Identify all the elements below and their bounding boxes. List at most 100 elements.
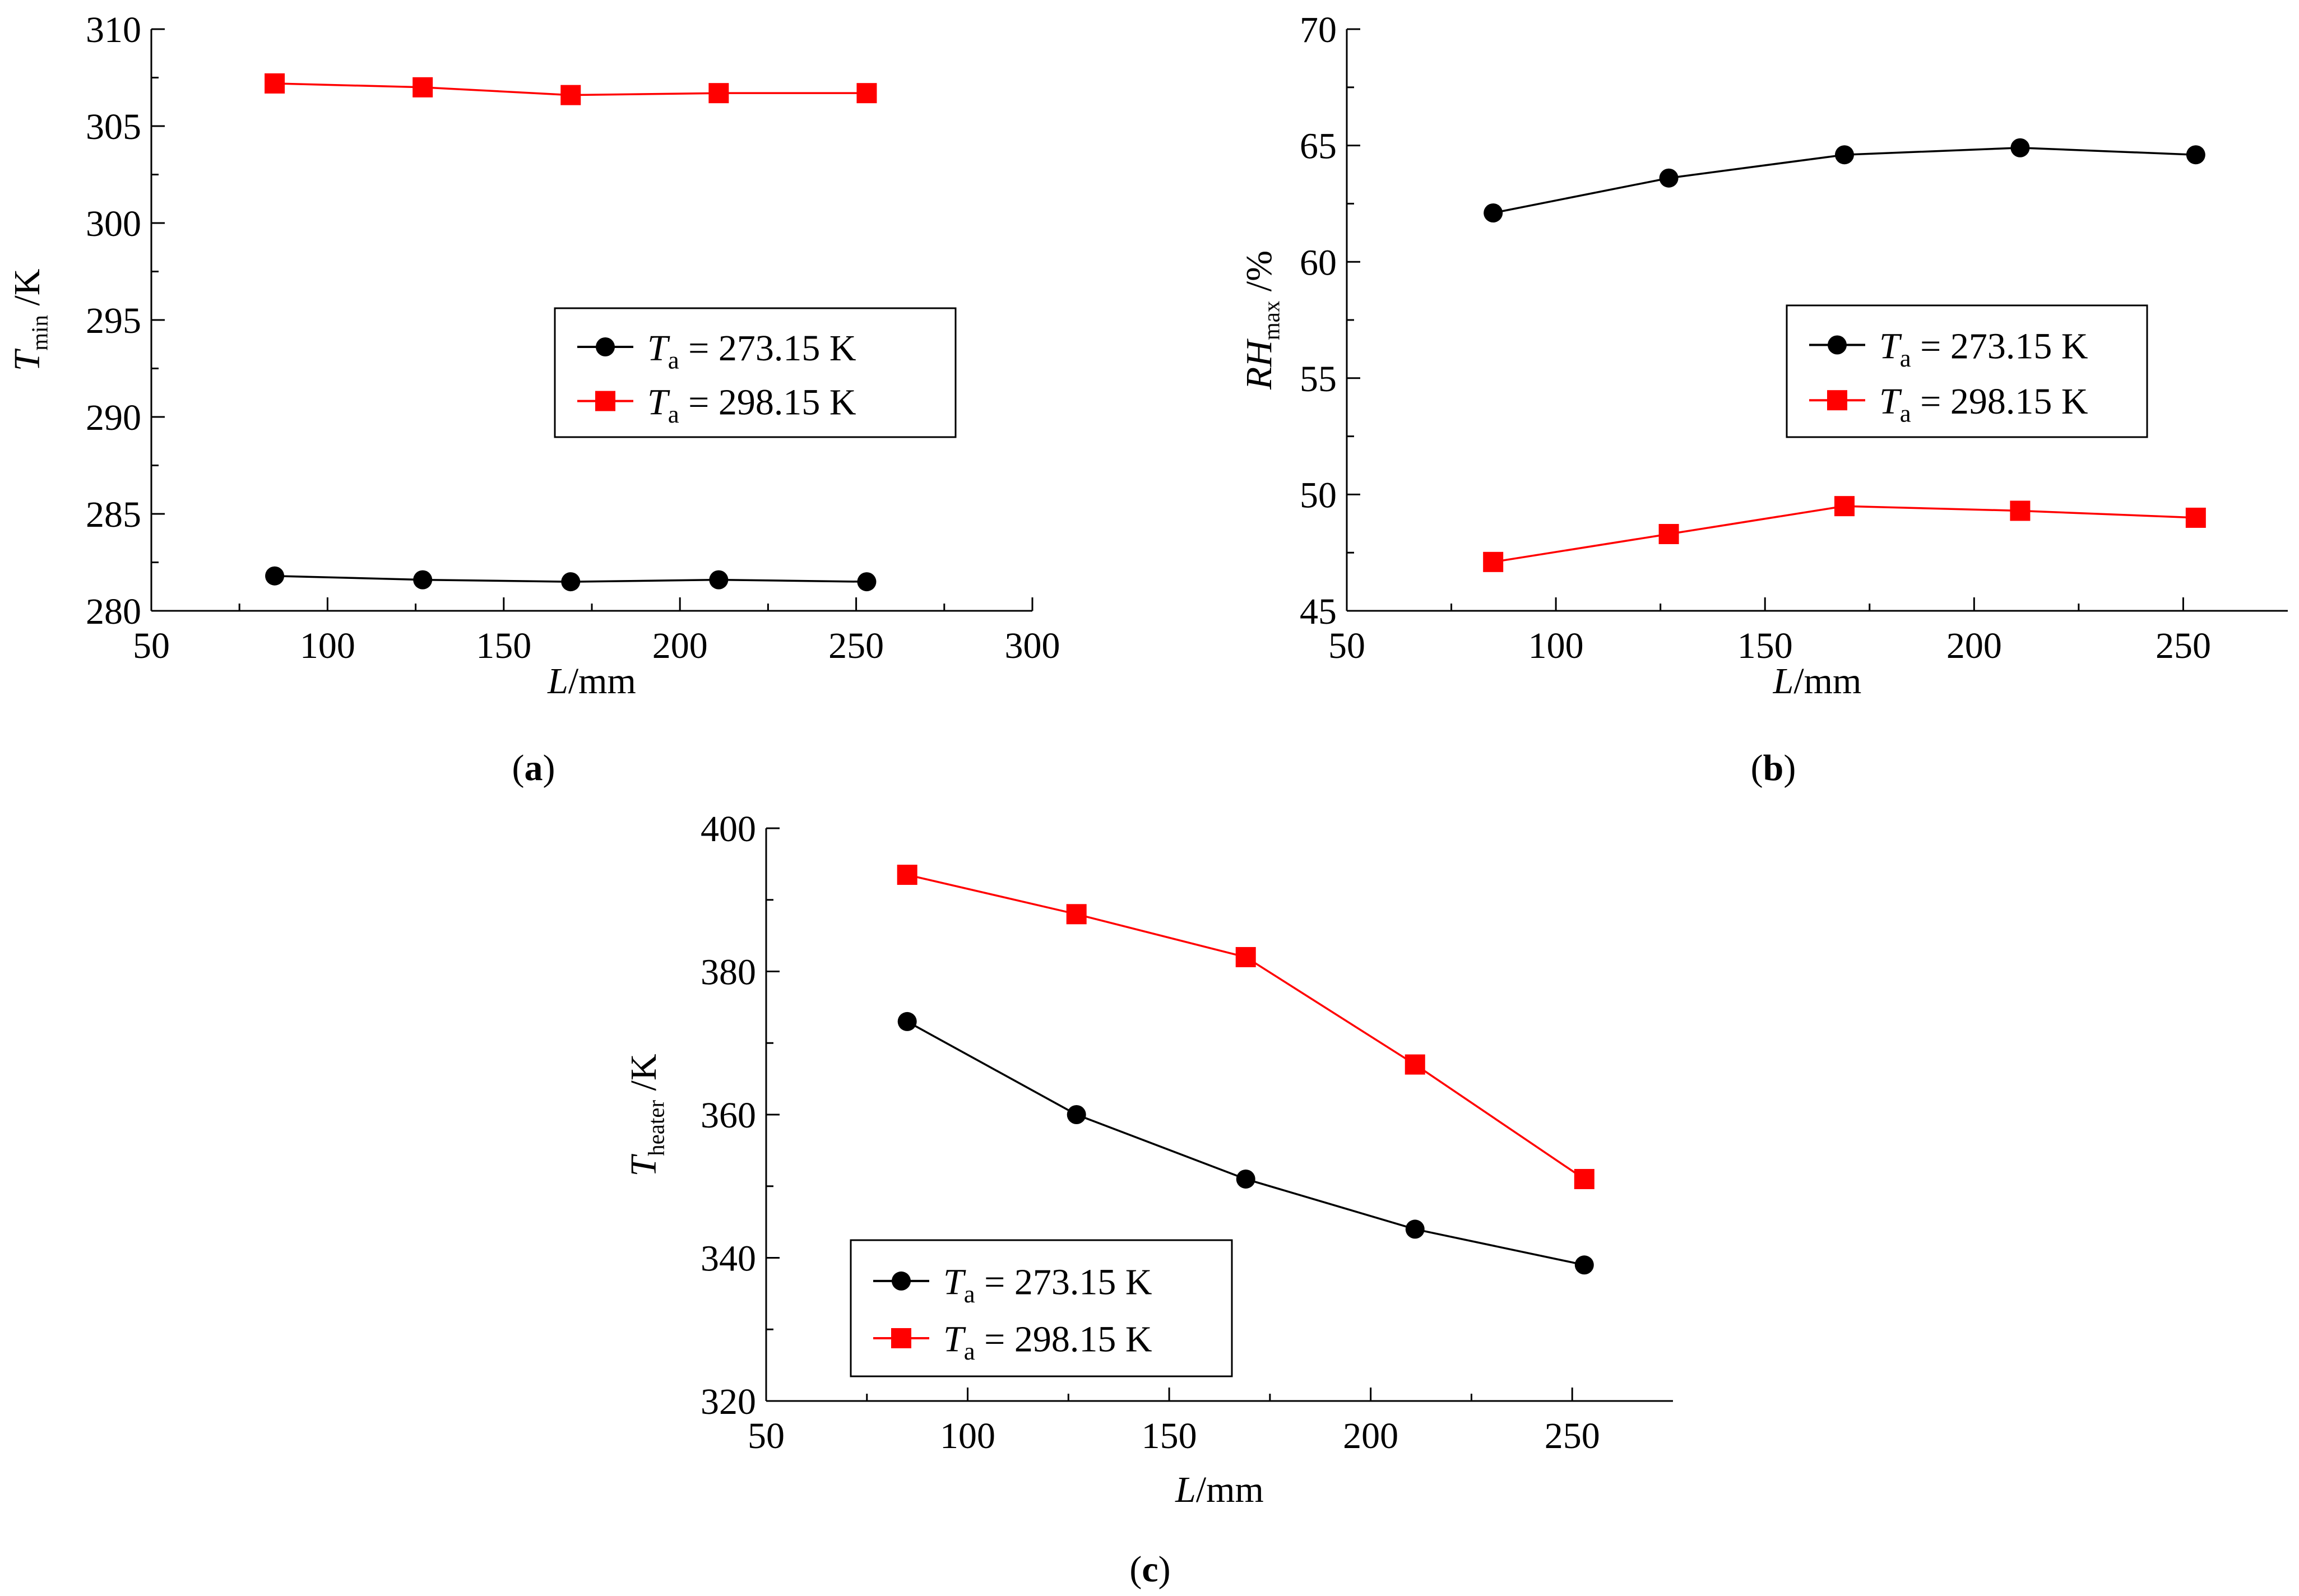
legend-label-subscript: a: [668, 400, 679, 428]
x-tick-label: 50: [748, 1416, 785, 1456]
series-line-2: [907, 874, 1585, 1180]
x-tick-label: 200: [652, 625, 708, 666]
y-tick-label: 340: [701, 1238, 756, 1279]
legend-label-text: = 273.15 K: [1911, 326, 2088, 366]
legend-label-symbol: T: [647, 328, 670, 369]
x-tick-label: 250: [2156, 625, 2211, 666]
x-tick-label: 50: [133, 625, 170, 666]
data-point-square: [856, 83, 877, 104]
data-point-square: [897, 865, 917, 885]
legend-label-subscript: a: [668, 346, 679, 374]
legend: Ta = 273.15 K Ta = 298.15 K: [1786, 304, 2148, 438]
y-tick-label: 400: [701, 809, 756, 850]
x-axis-label: L/mm: [1773, 661, 1862, 702]
legend-label-subscript: a: [1900, 399, 1911, 427]
y-tick-label: 360: [701, 1095, 756, 1136]
legend-marker-circle: [596, 337, 615, 356]
legend: Ta = 273.15 KTa = 298.15 K: [850, 1239, 1233, 1377]
data-point-square: [560, 85, 581, 105]
x-tick-label: 250: [828, 625, 884, 666]
legend-marker-circle: [1828, 335, 1847, 355]
data-point-square: [1066, 904, 1087, 925]
legend-marker-square: [595, 391, 615, 411]
data-point-square: [2010, 500, 2031, 521]
data-point-square: [1834, 496, 1855, 517]
panel-label: (c): [1129, 1549, 1170, 1590]
legend-label-symbol: T: [1879, 326, 1902, 366]
y-axis-label-symbol: T: [623, 1154, 664, 1177]
legend-box: [1786, 304, 2148, 438]
x-tick-label: 250: [1545, 1416, 1600, 1456]
panel-label-open: (: [512, 748, 525, 788]
legend-label-subscript: a: [964, 1337, 975, 1365]
x-axis-label-unit: /mm: [1196, 1469, 1264, 1510]
x-axis-label-unit: /mm: [568, 661, 636, 702]
data-point-square: [1405, 1054, 1425, 1075]
y-tick-label: 60: [1300, 242, 1337, 283]
legend-label-text: = 273.15 K: [679, 328, 856, 369]
x-tick-label: 200: [1946, 625, 2002, 666]
legend-label: Ta = 273.15 K: [943, 1262, 1152, 1309]
legend-label-text: = 298.15 K: [679, 382, 856, 423]
y-tick-label: 380: [701, 952, 756, 993]
data-point-circle: [1659, 168, 1679, 188]
legend-label: Ta = 298.15 K: [647, 382, 856, 428]
y-tick-label: 285: [86, 494, 141, 535]
data-point-square: [1658, 523, 1679, 544]
y-tick-label: 70: [1300, 10, 1337, 50]
y-axis-label-subscript: max: [1259, 301, 1285, 340]
legend-label: Ta = 298.15 K: [1879, 381, 2088, 428]
legend-label-symbol: T: [943, 1262, 966, 1303]
data-point-square: [708, 83, 729, 104]
legend-label-symbol: T: [1879, 381, 1902, 422]
legend-box: [554, 307, 957, 438]
y-tick-label: 50: [1300, 475, 1337, 516]
y-tick-label: 320: [701, 1381, 756, 1422]
y-axis-label-unit: /%: [1239, 250, 1280, 301]
y-axis-label-symbol: T: [7, 348, 48, 371]
legend-label-subscript: a: [964, 1280, 975, 1308]
x-tick-label: 150: [1737, 625, 1793, 666]
x-axis-label-symbol: L: [1773, 661, 1794, 702]
legend-label-symbol: T: [943, 1319, 966, 1360]
x-tick-label: 150: [476, 625, 531, 666]
y-tick-label: 280: [86, 591, 141, 632]
panel-label-letter: b: [1763, 748, 1784, 788]
legend-box: [850, 1239, 1233, 1377]
legend-label: Ta = 273.15 K: [647, 328, 856, 374]
data-point-circle: [413, 570, 433, 590]
data-point-circle: [1236, 1169, 1255, 1189]
legend-label: Ta = 298.15 K: [943, 1319, 1152, 1366]
x-tick-label: 200: [1343, 1416, 1398, 1456]
x-axis-label-symbol: L: [547, 661, 568, 702]
panel-label-close: ): [543, 748, 555, 788]
panel-label-close: ): [1158, 1549, 1171, 1590]
data-point-circle: [1835, 145, 1855, 165]
data-point-circle: [561, 572, 581, 592]
legend: Ta = 273.15 KTa = 298.15 K: [554, 307, 957, 438]
y-tick-label: 45: [1300, 591, 1337, 632]
x-tick-label: 150: [1142, 1416, 1197, 1456]
panel-label-letter: c: [1142, 1549, 1158, 1590]
panel-label-close: ): [1783, 748, 1796, 788]
y-tick-label: 290: [86, 397, 141, 438]
y-tick-label: 55: [1300, 359, 1337, 400]
legend-marker-circle: [892, 1271, 911, 1291]
legend-label-symbol: T: [647, 382, 670, 423]
series-line-1: [906, 1020, 1585, 1266]
x-axis-label: L/mm: [1175, 1469, 1264, 1510]
data-point-circle: [1067, 1105, 1086, 1124]
legend-marker-square: [891, 1328, 911, 1348]
y-tick-label: 310: [86, 10, 141, 50]
data-point-circle: [1405, 1219, 1425, 1239]
data-point-circle: [1484, 203, 1503, 223]
chart-panel-c: 320 340 360 380 400 50 100 150 200 250 L/mm Theater…: [623, 809, 1673, 1590]
data-point-square: [1574, 1168, 1595, 1189]
data-point-square: [412, 77, 433, 98]
legend-label-text: = 298.15 K: [975, 1319, 1152, 1360]
panel-label-letter: a: [525, 748, 543, 788]
data-point-circle: [709, 570, 729, 590]
data-point-circle: [265, 566, 285, 586]
